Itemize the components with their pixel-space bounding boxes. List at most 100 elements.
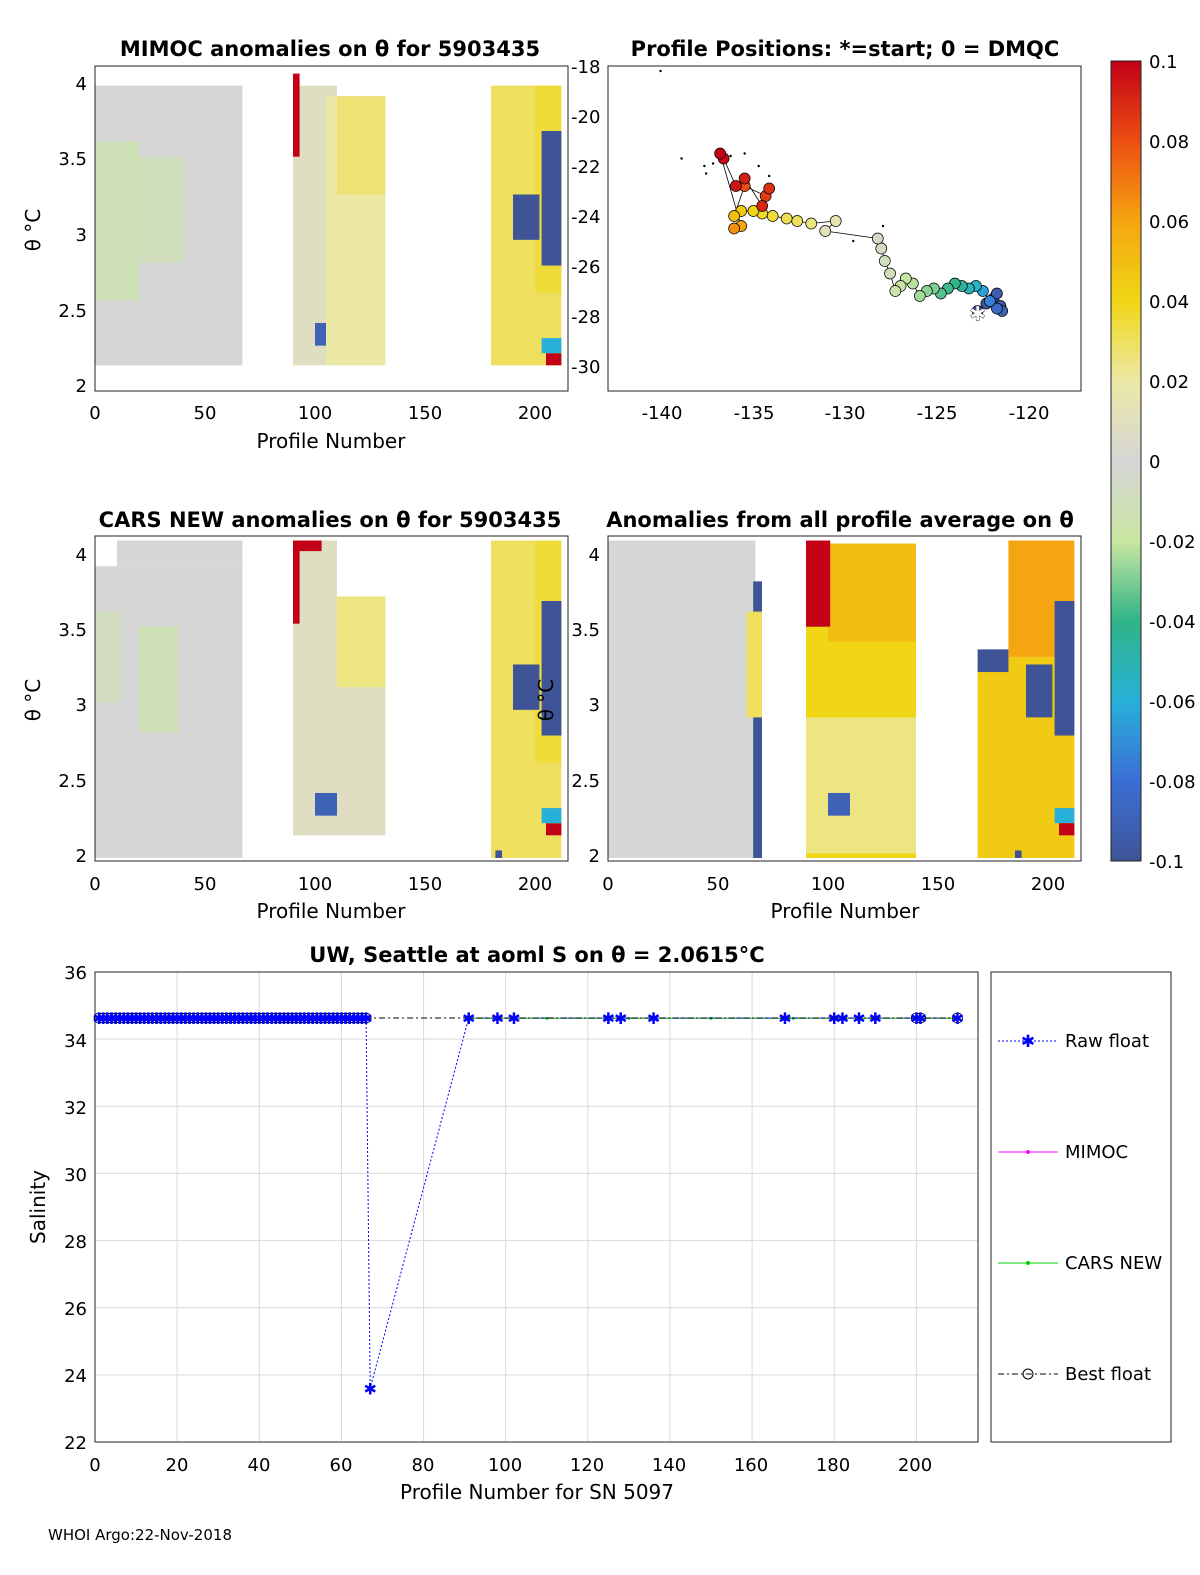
- salinity-axes-box: [94, 971, 979, 1443]
- series-raw-point: ✱: [248, 1009, 261, 1028]
- mimoc-ytick: 3.5: [58, 149, 87, 170]
- position-start-marker: ✱: [969, 302, 986, 326]
- series-raw-point: ✱: [351, 1009, 364, 1028]
- position-raw-point: [704, 172, 708, 175]
- colorbar-tick: 0: [1149, 452, 1160, 473]
- series-raw-point: ✱: [232, 1009, 245, 1028]
- salinity-ytick: 36: [64, 963, 87, 984]
- cars-xlabel: Profile Number: [257, 899, 407, 923]
- position-dmqc-point: [730, 180, 742, 192]
- series-raw-point: ✱: [614, 1009, 627, 1028]
- cars-ylabel: θ °C: [21, 679, 45, 722]
- series-raw-point: ✱: [187, 1009, 200, 1028]
- legend-raw-label: Raw float: [1065, 1031, 1149, 1052]
- legend-mimoc-marker: [1026, 1150, 1030, 1154]
- series-raw-point: ✱: [240, 1009, 253, 1028]
- heatmap-cell: [1054, 601, 1075, 736]
- allavg-xtick: 200: [1031, 874, 1065, 895]
- series-best-point: [221, 1012, 232, 1024]
- mimoc-title: MIMOC anomalies on θ for 5903435: [120, 37, 540, 61]
- legend-mimoc-label: MIMOC: [1065, 1142, 1128, 1163]
- position-dmqc-point: [728, 210, 740, 222]
- series-raw-point: ✱: [236, 1009, 249, 1028]
- heatmap-cell: [293, 543, 300, 624]
- series-raw-point: ✱: [142, 1009, 155, 1028]
- allavg-xtick: 100: [811, 874, 845, 895]
- position-raw-point: [881, 224, 885, 228]
- series-best-point: [122, 1012, 134, 1024]
- series-best-point: [97, 1012, 109, 1024]
- colorbar-tick: -0.1: [1149, 852, 1184, 873]
- salinity-xtick: 200: [898, 1455, 932, 1476]
- position-dmqc-point: [747, 205, 760, 217]
- position-dmqc-point: [738, 172, 751, 185]
- positions-axes-box: [607, 65, 1082, 392]
- positions-ytick: -30: [571, 357, 600, 378]
- series-best-point: [179, 1012, 191, 1024]
- cars-ytick: 2: [76, 846, 87, 867]
- allavg-xtick: 150: [921, 874, 955, 895]
- salinity-ytick: 34: [64, 1031, 87, 1052]
- salinity-ytick: 26: [64, 1299, 87, 1320]
- series-best-point: [130, 1012, 142, 1024]
- colorbar-tick: 0.08: [1149, 132, 1189, 153]
- heatmap-cell: [315, 792, 337, 816]
- salinity-series: ✱✱✱✱✱✱✱✱✱✱✱✱✱✱✱✱✱✱✱✱✱✱✱✱✱✱✱✱✱✱✱✱✱✱✱✱✱✱✱✱…: [92, 1009, 964, 1398]
- series-best-point: [294, 1012, 306, 1024]
- series-best-point: [216, 1012, 228, 1024]
- series-best-point: [196, 1012, 208, 1024]
- series-raw-point: ✱: [253, 1009, 266, 1028]
- series-raw-point: ✱: [92, 1009, 105, 1028]
- cars-ticks: 0 50 100 150 200 2 2.5 3 3.5 4: [58, 545, 552, 895]
- position-raw-point: [757, 164, 760, 168]
- series-best-point: [323, 1012, 335, 1024]
- series-raw-point: ✱: [828, 1009, 841, 1028]
- series-raw-point: ✱: [203, 1009, 216, 1028]
- position-dmqc-point: [889, 285, 902, 297]
- series-best-point: [278, 1012, 290, 1024]
- allavg-title: Anomalies from all profile average on θ: [606, 508, 1074, 532]
- positions-ytick: -24: [571, 207, 600, 228]
- mimoc-ytick: 2.5: [58, 301, 87, 322]
- series-best-point: [167, 1012, 179, 1024]
- series-raw-point: ✱: [265, 1009, 278, 1028]
- salinity-ylabel: Salinity: [26, 1170, 50, 1244]
- cars-heatmap: [95, 540, 562, 858]
- position-raw-point: [711, 162, 715, 165]
- positions-xtick: -125: [917, 403, 958, 424]
- series-best-point: [163, 1012, 175, 1024]
- series-best-point: [356, 1012, 368, 1024]
- series-raw-point: ✱: [158, 1009, 171, 1028]
- series-raw-point: ✱: [298, 1009, 311, 1028]
- series-raw-point: ✱: [359, 1009, 372, 1028]
- positions-xtick: -120: [1009, 403, 1050, 424]
- series-raw-point: ✱: [331, 1009, 344, 1028]
- heatmap-cell: [337, 596, 386, 688]
- series-best-point: [233, 1012, 245, 1024]
- series-raw-point: ✱: [318, 1009, 331, 1028]
- series-raw-point: ✱: [257, 1009, 270, 1028]
- positions-ytick: -22: [571, 157, 600, 178]
- allavg-ytick: 2: [589, 846, 600, 867]
- cars-xtick: 100: [298, 874, 332, 895]
- colorbar-tick: -0.02: [1149, 532, 1196, 553]
- allavg-xtick: 50: [707, 874, 730, 895]
- salinity-ytick: 32: [64, 1098, 87, 1119]
- series-raw-point: ✱: [195, 1009, 208, 1028]
- positions-xtick: -140: [642, 403, 683, 424]
- series-raw-point: ✱: [343, 1009, 356, 1028]
- series-best-point: [241, 1012, 253, 1024]
- footer-stamp: WHOI Argo:22-Nov-2018: [48, 1526, 232, 1544]
- series-raw-point: ✱: [109, 1009, 122, 1028]
- heatmap-cell: [95, 611, 122, 703]
- allavg-ylabel: θ °C: [534, 679, 558, 722]
- allavg-xtick: 0: [602, 874, 613, 895]
- heatmap-cell: [753, 581, 762, 858]
- series-best-point: [151, 1012, 163, 1024]
- series-raw-point: ✱: [322, 1009, 335, 1028]
- salinity-title: UW, Seattle at aoml S on θ = 2.0615°C: [309, 943, 764, 967]
- series-raw-point: ✱: [647, 1009, 660, 1028]
- mimoc-ytick: 2: [76, 376, 87, 397]
- series-raw-point: ✱: [273, 1009, 286, 1028]
- series-raw-point: ✱: [302, 1009, 315, 1028]
